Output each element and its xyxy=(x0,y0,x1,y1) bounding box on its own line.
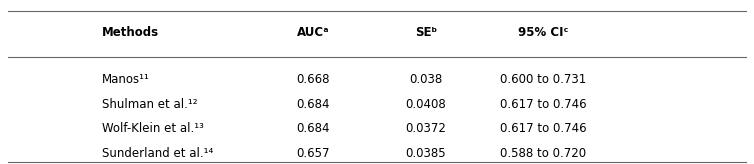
Text: 0.617 to 0.746: 0.617 to 0.746 xyxy=(500,122,586,135)
Text: 0.0385: 0.0385 xyxy=(406,147,446,160)
Text: 0.684: 0.684 xyxy=(296,122,329,135)
Text: 0.588 to 0.720: 0.588 to 0.720 xyxy=(500,147,586,160)
Text: AUCᵃ: AUCᵃ xyxy=(296,26,329,39)
Text: SEᵇ: SEᵇ xyxy=(415,26,437,39)
Text: 0.617 to 0.746: 0.617 to 0.746 xyxy=(500,98,586,111)
Text: 0.668: 0.668 xyxy=(296,73,329,86)
Text: 0.0372: 0.0372 xyxy=(406,122,446,135)
Text: 0.600 to 0.731: 0.600 to 0.731 xyxy=(500,73,586,86)
Text: Wolf-Klein et al.¹³: Wolf-Klein et al.¹³ xyxy=(102,122,204,135)
Text: 95% CIᶜ: 95% CIᶜ xyxy=(518,26,568,39)
Text: 0.038: 0.038 xyxy=(409,73,443,86)
Text: Sunderland et al.¹⁴: Sunderland et al.¹⁴ xyxy=(102,147,213,160)
Text: Shulman et al.¹²: Shulman et al.¹² xyxy=(102,98,198,111)
Text: Methods: Methods xyxy=(102,26,159,39)
Text: 0.684: 0.684 xyxy=(296,98,329,111)
Text: 0.0408: 0.0408 xyxy=(406,98,446,111)
Text: 0.657: 0.657 xyxy=(296,147,329,160)
Text: Manos¹¹: Manos¹¹ xyxy=(102,73,149,86)
